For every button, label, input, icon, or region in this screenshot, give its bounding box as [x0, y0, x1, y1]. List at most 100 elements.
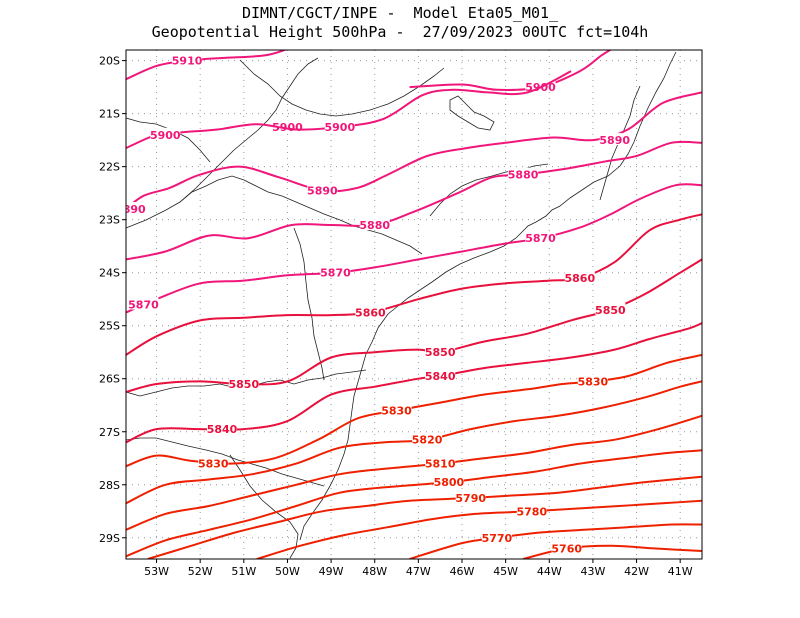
x-tick-label: 42W [624, 565, 649, 578]
contour-line-5800 [126, 449, 702, 558]
contour-label-bg [551, 541, 582, 554]
y-tick-label: 22S [99, 161, 120, 174]
contour-label-bg [525, 231, 556, 244]
y-tick-label: 26S [99, 373, 120, 386]
contour-label-bg [516, 504, 547, 517]
x-tick-label: 50W [275, 565, 300, 578]
contour-label: 5910 [172, 55, 203, 68]
contour-label: 5820 [412, 434, 443, 447]
contour-line-5770 [409, 523, 702, 559]
axis-ticks: 53W 52W 51W 50W 49W 48W 47W 46W 45W 44W 43W 42W 41W 2… [99, 55, 693, 578]
contour-label-bg [577, 374, 608, 387]
contour-line-5790 [147, 475, 702, 559]
x-tick-label: 53W [144, 565, 169, 578]
contour-label: 5840 [207, 423, 238, 436]
x-tick-label: 52W [188, 565, 213, 578]
contour-label: 5800 [434, 476, 465, 489]
map-frame [125, 49, 703, 560]
x-tick-label: 48W [362, 565, 387, 578]
border-north [239, 59, 445, 117]
contour-line-5780 [256, 499, 702, 559]
contour-label-bg [198, 456, 229, 469]
y-tick-label: 28S [99, 479, 120, 492]
contour-label: 5850 [229, 378, 260, 391]
contour-label: 5810 [425, 458, 456, 471]
y-tick-label: 21S [99, 108, 120, 121]
contour-label-bg [508, 167, 539, 180]
map-title: DIMNT/CGCT/INPE - Model Eta05_M01_ Geopo… [0, 4, 800, 42]
x-tick-label: 46W [450, 565, 475, 578]
contour-label-bg [324, 119, 355, 132]
contour-label-bg [126, 202, 146, 215]
contour-label: 5860 [355, 306, 386, 319]
contour-line-5890 [126, 91, 702, 210]
contour-label-bg [307, 183, 338, 196]
contour-label-bg [595, 302, 626, 315]
contour-label-bg [359, 217, 390, 230]
contour-line-5900 [409, 50, 613, 91]
contour-label: 5900 [325, 121, 356, 134]
contour-label-bg [481, 530, 512, 543]
contour-label: 5870 [525, 232, 556, 245]
contour-label-bg [425, 345, 456, 358]
geopotential-contours: 5910590059005900590058905890589058805880… [115, 50, 702, 559]
x-tick-label: 51W [231, 565, 256, 578]
contour-line-5880 [126, 140, 702, 261]
contour-label: 5890 [115, 203, 146, 216]
contour-label: 5890 [599, 134, 630, 147]
contour-label-bg [172, 53, 203, 66]
contour-line-5810 [126, 414, 702, 531]
contour-line-5830 [126, 353, 702, 468]
x-tick-label: 49W [319, 565, 344, 578]
x-tick-label: 41W [668, 565, 693, 578]
title-line-2: Geopotential Height 500hPa - 27/09/2023 … [151, 23, 649, 41]
contour-label: 5830 [198, 458, 229, 471]
y-tick-label: 29S [99, 532, 120, 545]
x-tick-label: 44W [537, 565, 562, 578]
lake-shore [449, 95, 495, 131]
contour-label: 5870 [320, 267, 351, 280]
coastline [299, 51, 677, 541]
contour-label: 5880 [508, 169, 539, 182]
contour-line-5760 [522, 544, 702, 559]
contour-label-bg [320, 265, 351, 278]
contour-label: 5860 [565, 272, 596, 285]
y-tick-label: 20S [99, 55, 120, 68]
contour-label-bg [425, 456, 456, 469]
contour-label-bg [355, 305, 386, 318]
contour-label: 5900 [150, 129, 181, 142]
x-tick-label: 45W [493, 565, 518, 578]
contour-label: 5780 [517, 505, 548, 518]
contour-line-5900 [126, 70, 572, 150]
contour-label-bg [412, 432, 443, 445]
contour-label-bg [433, 475, 464, 488]
x-tick-label: 47W [406, 565, 431, 578]
y-tick-label: 27S [99, 426, 120, 439]
contour-label-bg [128, 297, 159, 310]
contour-label: 5790 [455, 492, 486, 505]
contour-line-5870 [126, 183, 702, 314]
title-line-1: DIMNT/CGCT/INPE - Model Eta05_M01_ [241, 4, 559, 22]
border-sc-rs [125, 437, 325, 487]
contour-label-bg [425, 369, 456, 382]
contour-label-bg [207, 422, 237, 435]
contour-label-bg [564, 270, 595, 283]
contour-label-bg [455, 491, 486, 504]
contour-label: 5830 [381, 405, 412, 418]
contour-label: 5760 [551, 542, 582, 555]
contour-label: 5900 [272, 121, 303, 134]
contour-label: 5850 [595, 304, 626, 317]
contour-label: 5890 [307, 185, 338, 198]
contour-label-bg [150, 127, 181, 140]
contour-label-bg [599, 133, 630, 146]
contour-label: 5850 [425, 346, 456, 359]
contour-label: 5830 [578, 375, 609, 388]
y-tick-label: 24S [99, 267, 120, 280]
lat-lon-grid [126, 50, 702, 559]
contour-line-5860 [126, 213, 702, 356]
contour-label: 5880 [359, 219, 390, 232]
border-pr-west [293, 227, 325, 381]
contour-label: 5870 [128, 299, 159, 312]
y-tick-label: 25S [99, 320, 120, 333]
